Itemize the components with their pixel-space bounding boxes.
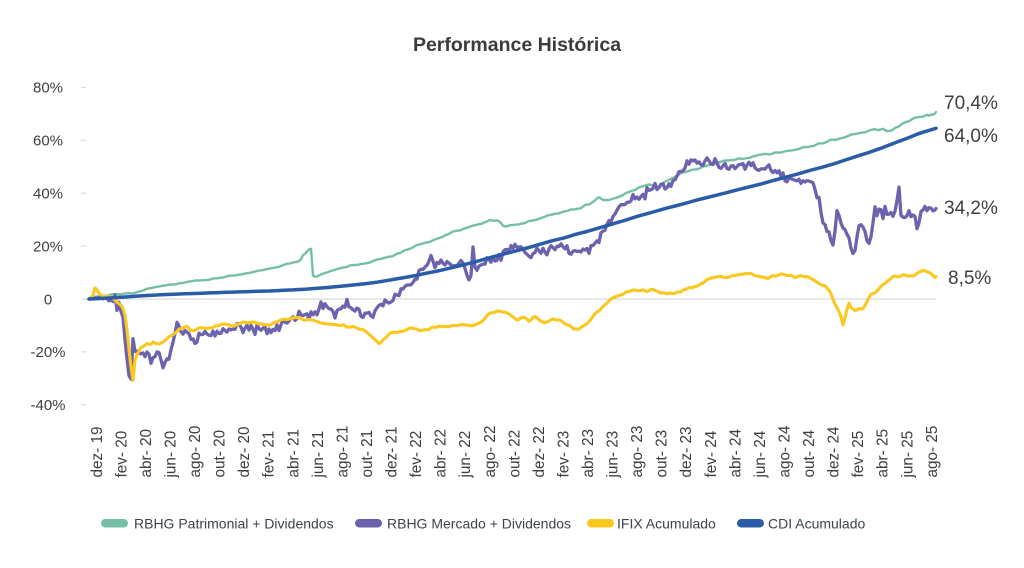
svg-text:abr- 23: abr- 23	[580, 429, 597, 477]
svg-text:dez- 20: dez- 20	[236, 426, 253, 477]
svg-text:-40%: -40%	[30, 397, 65, 414]
svg-text:jun- 23: jun- 23	[605, 431, 622, 479]
svg-text:out- 20: out- 20	[212, 430, 229, 478]
svg-text:dez- 23: dez- 23	[678, 426, 695, 477]
svg-text:ago- 22: ago- 22	[482, 426, 499, 478]
svg-text:dez- 22: dez- 22	[531, 426, 548, 477]
svg-text:dez- 24: dez- 24	[826, 426, 843, 478]
svg-text:ago- 20: ago- 20	[187, 426, 204, 478]
svg-text:out- 21: out- 21	[359, 430, 376, 478]
svg-text:dez- 19: dez- 19	[89, 426, 106, 477]
svg-text:abr- 24: abr- 24	[727, 429, 744, 478]
svg-text:70,4%: 70,4%	[944, 93, 998, 114]
svg-text:34,2%: 34,2%	[944, 198, 998, 219]
svg-text:fev- 25: fev- 25	[850, 431, 867, 478]
svg-text:ago- 24: ago- 24	[777, 425, 794, 477]
svg-text:-20%: -20%	[30, 344, 65, 361]
svg-text:fev- 20: fev- 20	[113, 431, 130, 478]
svg-text:IFIX Acumulado: IFIX Acumulado	[617, 516, 716, 532]
svg-text:fev- 24: fev- 24	[703, 430, 720, 477]
svg-text:ago- 25: ago- 25	[924, 426, 941, 478]
svg-text:jun- 20: jun- 20	[163, 431, 180, 479]
svg-text:Performance Histórica: Performance Histórica	[413, 34, 621, 56]
svg-text:fev- 22: fev- 22	[408, 431, 425, 478]
svg-text:jun- 22: jun- 22	[457, 431, 474, 479]
svg-text:fev- 21: fev- 21	[261, 431, 278, 478]
svg-text:out- 23: out- 23	[654, 430, 671, 478]
svg-text:60%: 60%	[33, 133, 63, 150]
svg-text:jun- 25: jun- 25	[899, 431, 916, 479]
svg-text:abr- 20: abr- 20	[138, 429, 155, 477]
svg-text:ago- 23: ago- 23	[629, 426, 646, 478]
svg-text:RBHG Mercado + Dividendos: RBHG Mercado + Dividendos	[387, 516, 571, 532]
svg-text:0: 0	[44, 291, 52, 308]
svg-text:out- 22: out- 22	[506, 430, 523, 478]
svg-text:jun- 24: jun- 24	[752, 430, 769, 478]
svg-text:jun- 21: jun- 21	[310, 431, 327, 479]
svg-text:out- 24: out- 24	[801, 429, 818, 477]
svg-text:8,5%: 8,5%	[948, 268, 991, 289]
svg-text:RBHG Patrimonial + Dividendos: RBHG Patrimonial + Dividendos	[134, 516, 334, 532]
svg-text:80%: 80%	[33, 80, 63, 97]
svg-text:20%: 20%	[33, 238, 63, 255]
svg-text:fev- 23: fev- 23	[555, 431, 572, 478]
svg-text:abr- 21: abr- 21	[285, 429, 302, 477]
svg-text:ago- 21: ago- 21	[334, 426, 351, 478]
svg-text:CDI Acumulado: CDI Acumulado	[768, 516, 865, 532]
svg-text:abr- 25: abr- 25	[875, 429, 892, 477]
svg-text:dez- 21: dez- 21	[384, 426, 401, 477]
svg-text:40%: 40%	[33, 186, 63, 203]
svg-text:abr- 22: abr- 22	[433, 429, 450, 477]
svg-text:64,0%: 64,0%	[944, 126, 998, 147]
